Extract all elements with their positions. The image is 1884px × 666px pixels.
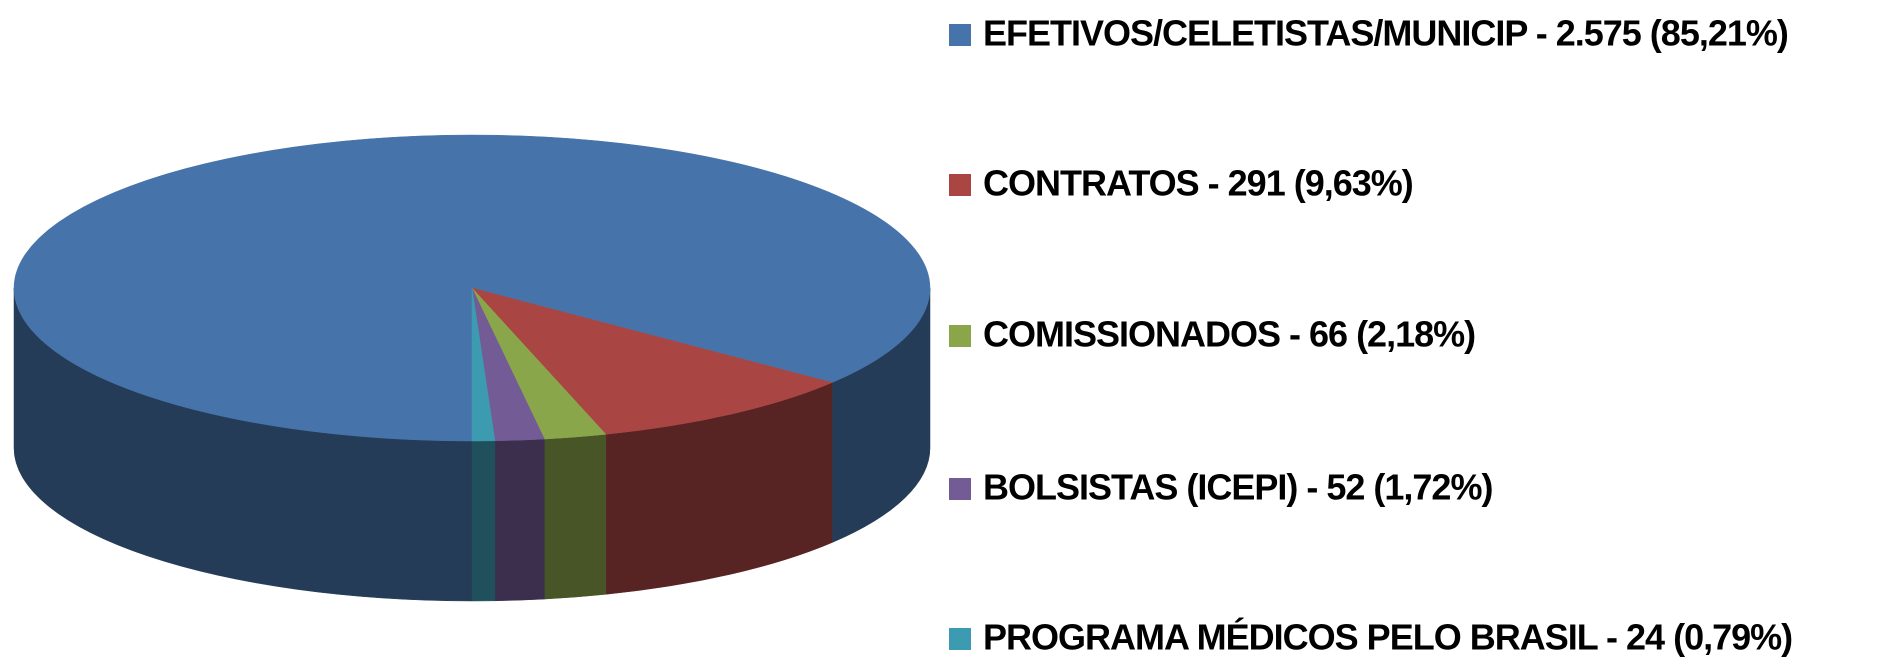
legend-swatch [949, 478, 971, 500]
slice [471, 287, 496, 442]
legend-swatch [949, 628, 971, 650]
legend-swatch [949, 325, 971, 347]
slice-side [471, 440, 496, 602]
legend-label: BOLSISTAS (ICEPI) - 52 (1,72%) [983, 467, 1492, 508]
legend-swatch [949, 174, 971, 196]
slice [471, 287, 833, 435]
legend-label: CONTRATOS - 291 (9,63%) [983, 163, 1413, 204]
legend-label: PROGRAMA MÉDICOS PELO BRASIL - 24 (0,79%… [983, 617, 1792, 658]
legend-swatch [949, 24, 971, 46]
slice-side [544, 434, 607, 600]
legend: EFETIVOS/CELETISTAS/MUNICIP - 2.575 (85,… [949, 13, 1793, 658]
legend-label: EFETIVOS/CELETISTAS/MUNICIP - 2.575 (85,… [983, 13, 1788, 54]
legend-label: COMISSIONADOS - 66 (2,18%) [983, 314, 1475, 355]
pie [13, 134, 931, 602]
slice-side [494, 438, 545, 602]
